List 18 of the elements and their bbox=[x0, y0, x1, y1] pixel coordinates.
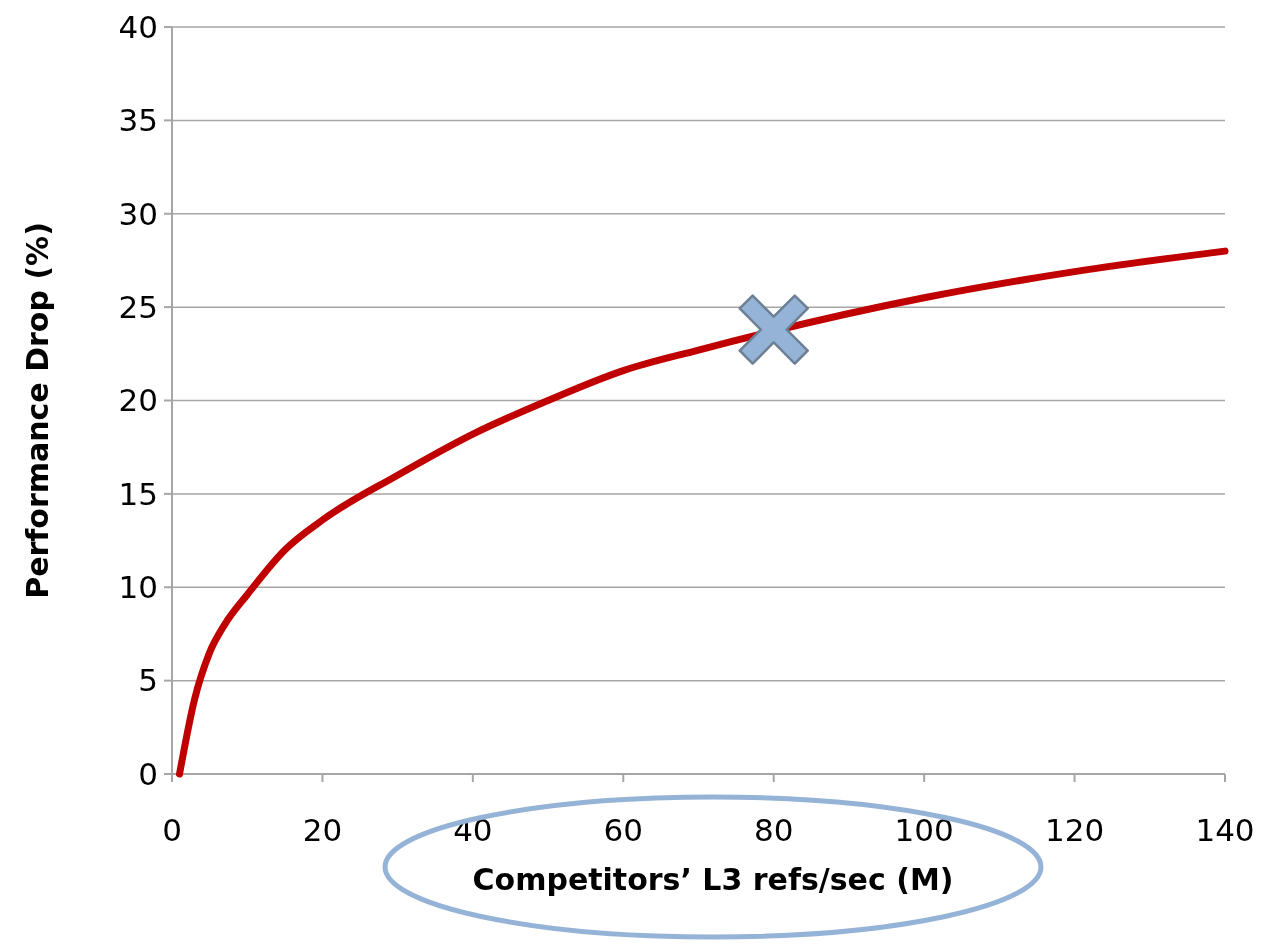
x-tick-label: 80 bbox=[753, 812, 794, 848]
x-tick-label: 0 bbox=[162, 812, 182, 848]
y-tick-label: 40 bbox=[118, 8, 158, 45]
y-tick-label: 25 bbox=[118, 288, 158, 325]
x-axis-title: Competitors’ L3 refs/sec (M) bbox=[472, 862, 954, 897]
x-tick-label: 60 bbox=[603, 812, 644, 848]
y-tick-label: 15 bbox=[118, 475, 158, 512]
y-tick-label: 20 bbox=[118, 382, 158, 419]
y-tick-label: 35 bbox=[118, 102, 158, 139]
x-tick-label: 20 bbox=[302, 812, 343, 848]
y-tick-label: 30 bbox=[118, 195, 158, 232]
y-axis-title: Performance Drop (%) bbox=[20, 222, 55, 599]
x-tick-label: 120 bbox=[1044, 812, 1105, 848]
y-tick-label: 5 bbox=[138, 662, 158, 699]
x-tick-label: 140 bbox=[1195, 812, 1255, 848]
y-tick-label: 0 bbox=[138, 755, 158, 792]
x-tick-label: 100 bbox=[894, 812, 954, 848]
y-tick-label: 10 bbox=[118, 569, 158, 606]
